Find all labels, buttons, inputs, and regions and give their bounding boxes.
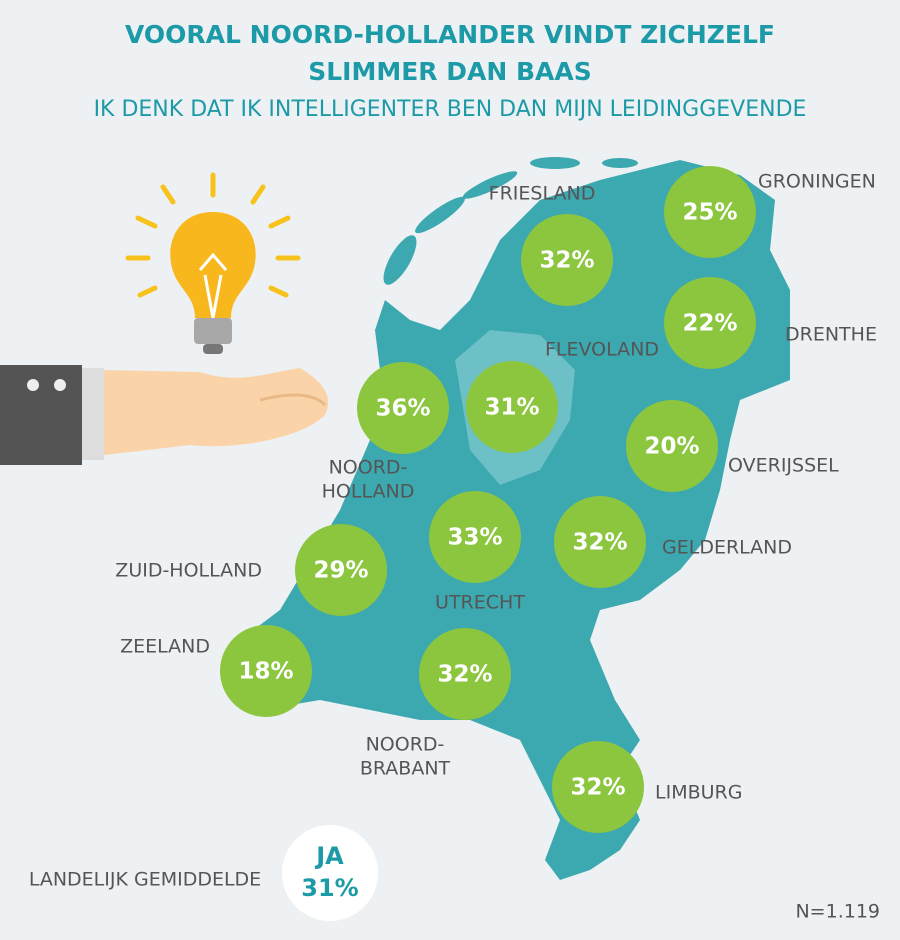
province-circle [552, 741, 644, 833]
province-circle [664, 277, 756, 369]
national-circle [282, 825, 378, 921]
province-name: LIMBURG [655, 782, 742, 804]
province-value: 33% [447, 525, 502, 551]
province-value: 18% [238, 659, 293, 685]
province-value: 32% [570, 775, 625, 801]
province-circle [554, 496, 646, 588]
province-circle [664, 166, 756, 258]
province-name: GRONINGEN [758, 171, 876, 193]
province-circle [220, 625, 312, 717]
province-circle [429, 491, 521, 583]
province-circle [419, 628, 511, 720]
province-name: UTRECHT [435, 592, 525, 614]
province-markers: 25% GRONINGEN 32% FRIESLAND 22% DRENTHE 36% NOO… [115, 166, 877, 833]
title-line: VOORAL NOORD-HOLLANDER VINDT ZICHZELF [125, 20, 775, 49]
subtitle: IK DENK DAT IK INTELLIGENTER BEN DAN MIJ… [94, 97, 807, 122]
province-name: FLEVOLAND [545, 339, 659, 361]
province-value: 22% [682, 311, 737, 337]
province-name: OVERIJSSEL [728, 455, 839, 477]
province-value: 25% [682, 200, 737, 226]
province-value: 29% [313, 558, 368, 584]
lightbulb [125, 172, 301, 354]
province-name: NOORD- [366, 734, 445, 756]
national-answer: JA [314, 842, 344, 870]
province-circle [466, 361, 558, 453]
title-line: SLIMMER DAN BAAS [308, 57, 592, 86]
province-name: ZEELAND [120, 636, 210, 658]
province-name: GELDERLAND [662, 537, 792, 559]
province-circle [295, 524, 387, 616]
province-name: NOORD- [329, 457, 408, 479]
province-value: 32% [572, 530, 627, 556]
sample-size: N=1.119 [795, 901, 880, 923]
province-circle [357, 362, 449, 454]
province-value: 32% [437, 662, 492, 688]
province-circle [521, 214, 613, 306]
national-value: 31% [301, 874, 358, 902]
province-name: FRIESLAND [489, 183, 596, 205]
province-name: DRENTHE [785, 324, 877, 346]
province-value: 36% [375, 396, 430, 422]
hand [0, 365, 329, 465]
province-name: ZUID-HOLLAND [115, 560, 262, 582]
national-label: LANDELIJK GEMIDDELDE [29, 869, 261, 891]
province-value: 31% [484, 395, 539, 421]
province-name: BRABANT [360, 758, 451, 780]
province-value: 32% [539, 248, 594, 274]
province-value: 20% [644, 434, 699, 460]
province-name: HOLLAND [322, 481, 415, 503]
province-circle [626, 400, 718, 492]
